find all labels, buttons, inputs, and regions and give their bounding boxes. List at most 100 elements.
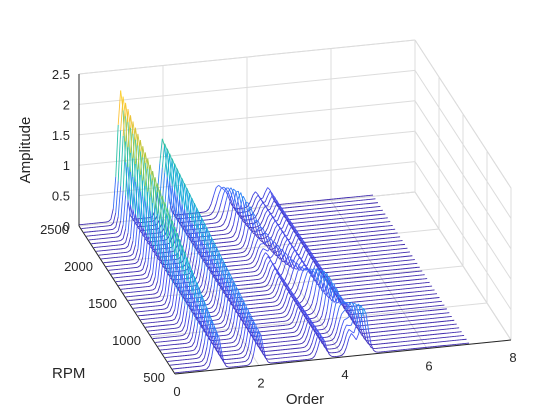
waterfall-curve-segment: [204, 368, 207, 371]
waterfall-curve-segment: [264, 217, 269, 225]
waterfall-curve-segment: [225, 232, 229, 235]
waterfall-curve-segment: [218, 346, 222, 359]
waterfall-curve-segment: [198, 212, 203, 219]
waterfall-curve-segment: [318, 274, 323, 289]
waterfall-curve-segment: [306, 319, 311, 325]
waterfall-curve-segment: [247, 217, 252, 230]
waterfall-curve-segment: [255, 191, 259, 195]
waterfall-curve-segment: [226, 366, 230, 368]
waterfall-curve-segment: [228, 317, 232, 328]
waterfall-curve-segment: [292, 316, 296, 323]
waterfall-curve-segment: [135, 248, 139, 258]
waterfall-curve-segment: [331, 343, 335, 346]
waterfall-curve-segment: [265, 357, 269, 363]
waterfall-curve-segment: [262, 248, 266, 251]
waterfall-curve-segment: [199, 353, 203, 358]
waterfall-curve-segment: [159, 289, 163, 297]
waterfall-curve-segment: [304, 344, 308, 348]
waterfall-curve-segment: [142, 272, 146, 276]
waterfall-curve-segment: [358, 303, 362, 316]
waterfall-curve-segment: [216, 342, 220, 355]
waterfall-curve-segment: [294, 320, 298, 327]
waterfall-curve-segment: [281, 211, 286, 218]
waterfall-curve-segment: [329, 339, 332, 342]
waterfall-curve-segment: [248, 316, 252, 329]
waterfall-curve-segment: [208, 300, 212, 305]
waterfall-curve-segment: [262, 192, 266, 199]
waterfall-curve-segment: [201, 245, 205, 269]
waterfall-curve-segment: [211, 319, 215, 327]
waterfall-curve-segment: [159, 264, 163, 286]
waterfall-curve-segment: [301, 319, 306, 328]
waterfall-curve-segment: [171, 309, 176, 316]
order-tick-label: 0: [173, 384, 180, 399]
waterfall-curve-segment: [181, 202, 185, 226]
waterfall-curve-segment: [193, 224, 198, 246]
waterfall-curve-segment: [203, 250, 208, 273]
waterfall-curve-segment: [341, 310, 345, 315]
waterfall-curve-segment: [166, 214, 171, 237]
waterfall-curve-segment: [260, 267, 264, 274]
waterfall-curve-segment: [115, 181, 119, 213]
waterfall-curve-segment: [311, 322, 316, 331]
waterfall-curve-segment: [112, 212, 117, 224]
waterfall-curve-segment: [216, 273, 220, 294]
waterfall-curve-segment: [164, 297, 168, 304]
waterfall-curve-segment: [245, 328, 249, 343]
waterfall-curve-segment: [245, 311, 249, 324]
waterfall-curve-segment: [139, 146, 144, 175]
waterfall-curve-segment: [255, 234, 259, 239]
waterfall-curve-segment: [365, 314, 369, 331]
waterfall-curve-segment: [336, 294, 340, 300]
waterfall-curve-segment: [284, 235, 288, 239]
waterfall-curve-segment: [267, 278, 271, 285]
waterfall-curve-segment: [272, 267, 276, 272]
waterfall-curve-segment: [264, 264, 269, 272]
waterfall-curve-segment: [137, 174, 141, 219]
waterfall-curve-segment: [243, 300, 247, 317]
waterfall-curve-segment: [179, 178, 183, 200]
waterfall-curve-segment: [225, 266, 230, 286]
waterfall-curve-segment: [257, 264, 261, 270]
waterfall-curve-segment: [267, 293, 271, 296]
waterfall-curve-segment: [277, 270, 281, 276]
waterfall-curve-segment: [267, 361, 271, 364]
waterfall-curve-segment: [174, 258, 178, 288]
waterfall-curve-segment: [237, 227, 242, 238]
rpm-tick-label: 500: [143, 370, 165, 385]
waterfall-curve-segment: [215, 184, 219, 188]
waterfall-curve-segment: [353, 336, 357, 340]
waterfall-curve-segment: [248, 332, 252, 347]
waterfall-curve-segment: [262, 260, 266, 269]
waterfall-curve-segment: [157, 219, 161, 256]
waterfall-curve-segment: [122, 241, 126, 245]
waterfall-curve-segment: [213, 247, 217, 265]
waterfall-curve-segment: [294, 253, 298, 258]
waterfall-curve-segment: [169, 186, 173, 215]
waterfall-curve-segment: [159, 299, 163, 302]
waterfall-curve-segment: [289, 327, 293, 330]
waterfall-curve-segment: [134, 169, 139, 214]
waterfall-curve-segment: [296, 231, 300, 236]
waterfall-curve-segment: [181, 305, 186, 322]
waterfall-curve-segment: [235, 291, 240, 306]
waterfall-curve-segment: [216, 332, 220, 338]
waterfall-curve-segment: [221, 319, 225, 324]
waterfall-curve-segment: [184, 188, 188, 210]
waterfall-curve-segment: [250, 266, 254, 269]
waterfall-curve-segment: [159, 225, 163, 260]
waterfall-curve-segment: [301, 307, 306, 312]
waterfall-curve-segment: [287, 285, 291, 290]
waterfall-curve-segment: [174, 189, 178, 214]
waterfall-curve-segment: [294, 240, 298, 248]
waterfall-curve-segment: [252, 244, 256, 254]
waterfall-curve-segment: [237, 205, 242, 221]
waterfall-curve-segment: [316, 329, 320, 339]
waterfall-curve-segment: [299, 260, 303, 265]
waterfall-curve-segment: [206, 365, 210, 370]
waterfall-curve-segment: [262, 232, 266, 236]
waterfall-curve-segment: [296, 244, 301, 251]
waterfall-curve-segment: [306, 338, 311, 345]
waterfall-curve-segment: [306, 278, 311, 289]
waterfall-curve-segment: [164, 176, 168, 207]
